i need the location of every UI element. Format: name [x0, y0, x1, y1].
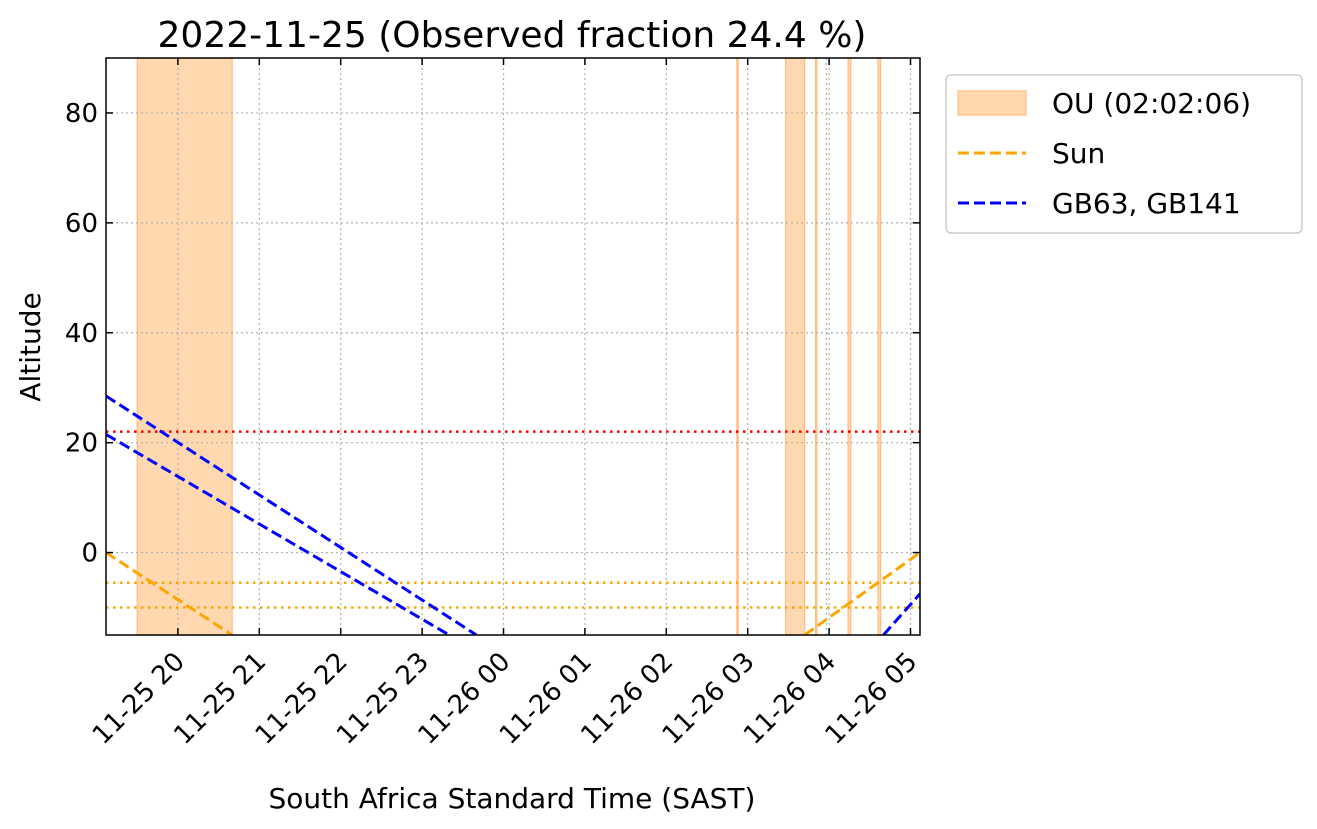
legend-frame	[945, 74, 1303, 234]
observed-band-2	[785, 57, 806, 636]
observed-band-3	[814, 57, 818, 636]
y-tick-label-2: 40	[65, 319, 98, 349]
observed-band-1	[736, 57, 739, 636]
y-tick-label-4: 80	[65, 99, 98, 129]
y-axis-label: Altitude	[14, 292, 47, 401]
y-tick-label-0: 0	[81, 539, 98, 569]
series-line-0-0	[106, 551, 234, 635]
series-group	[106, 394, 920, 635]
x-axis-label: South Africa Standard Time (SAST)	[269, 782, 756, 815]
series-line-1-0	[106, 394, 478, 635]
series-line-0-1	[803, 551, 920, 635]
series-line-2-0	[106, 433, 450, 635]
legend-label-2: GB63, GB141	[1052, 187, 1241, 220]
y-tick-label-3: 60	[65, 209, 98, 239]
legend-label-0: OU (02:02:06)	[1052, 87, 1251, 120]
observed-band-4	[847, 57, 852, 636]
chart-title: 2022-11-25 (Observed fraction 24.4 %)	[158, 15, 867, 56]
legend-label-1: Sun	[1052, 137, 1105, 170]
y-tick-label-1: 20	[65, 429, 98, 459]
observed-band-0	[136, 57, 233, 636]
observed-band-5	[877, 57, 882, 636]
legend-swatch-0	[957, 90, 1027, 116]
series-line-2-1	[882, 592, 920, 635]
plot-frame	[105, 57, 921, 636]
legend: OU (02:02:06) Sun GB63, GB141	[945, 74, 1303, 234]
